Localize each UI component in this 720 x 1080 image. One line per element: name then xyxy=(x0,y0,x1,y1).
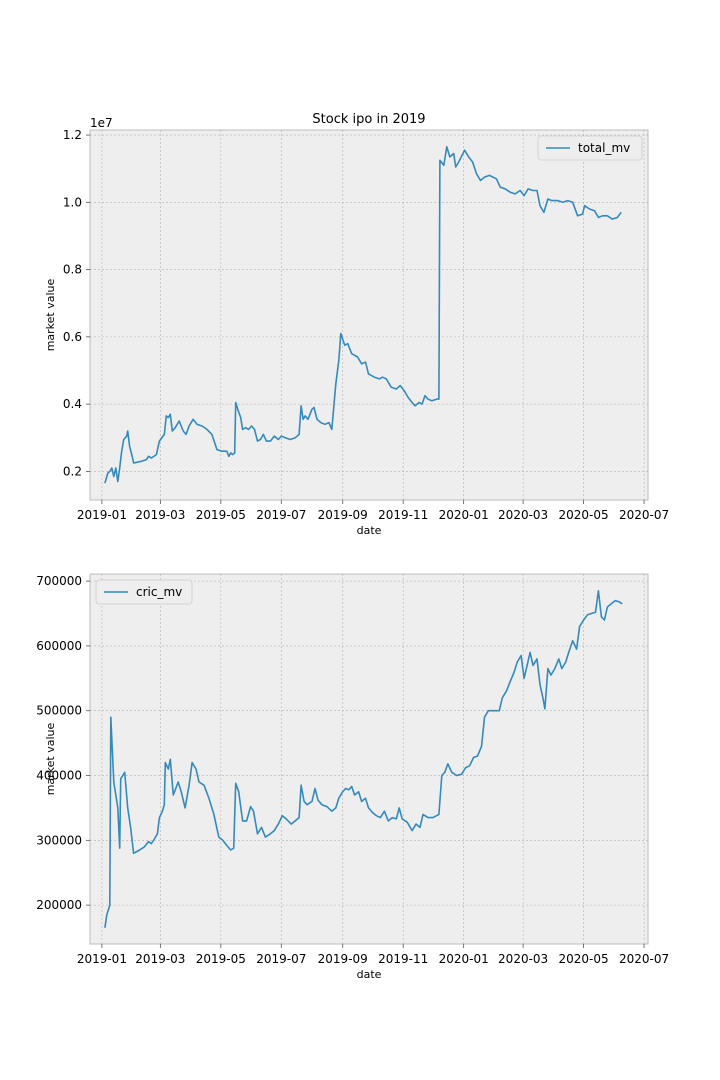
x-axis-label: date xyxy=(357,524,382,537)
x-tick-label: 2020-01 xyxy=(439,508,489,522)
x-tick-label: 2020-03 xyxy=(498,952,548,966)
legend: cric_mv xyxy=(95,579,193,605)
plot-area xyxy=(89,573,649,945)
y-tick-label: 200000 xyxy=(36,898,82,912)
series-line-total_mv xyxy=(104,146,622,484)
chart-title: Stock ipo in 2019 xyxy=(312,112,425,127)
y-tick-label: 1.2 xyxy=(63,128,82,142)
x-tick-label: 2019-01 xyxy=(77,952,127,966)
axis-offset-text: 1e7 xyxy=(90,116,113,130)
y-tick-label: 0.2 xyxy=(63,464,82,478)
y-tick-label: 700000 xyxy=(36,574,82,588)
x-tick-label: 2020-07 xyxy=(619,952,669,966)
chart-total-mv: 2019-01 2019-03 2019-05 2019-07 2019-09 2019-… xyxy=(44,112,669,537)
y-tick-label: 0.6 xyxy=(63,330,82,344)
x-axis-label: date xyxy=(357,968,382,981)
x-tick-label: 2019-03 xyxy=(135,508,185,522)
y-tick-label: 400000 xyxy=(36,769,82,783)
x-tick-label: 2019-01 xyxy=(77,508,127,522)
x-tick-label: 2019-05 xyxy=(196,952,246,966)
y-tick-label: 0.8 xyxy=(63,263,82,277)
x-tick-label: 2019-09 xyxy=(318,952,368,966)
x-tick-label: 2020-05 xyxy=(559,508,609,522)
x-tick-label: 2019-05 xyxy=(196,508,246,522)
legend-box xyxy=(95,579,193,605)
chart-cric-mv: 2019-01 2019-03 2019-05 2019-07 2019-09 2019-… xyxy=(36,573,669,981)
x-tick-label: 2020-03 xyxy=(498,508,548,522)
y-tick-label: 300000 xyxy=(36,833,82,847)
legend-label: total_mv xyxy=(578,141,630,155)
legend-box xyxy=(537,135,643,161)
y-axis-label: market value xyxy=(44,722,57,795)
x-tick-label: 2020-07 xyxy=(619,508,669,522)
series-line-cric_mv xyxy=(104,590,623,928)
x-tick-label: 2019-07 xyxy=(256,952,306,966)
legend-label: cric_mv xyxy=(136,585,182,599)
x-tick-label: 2019-03 xyxy=(135,952,185,966)
x-tick-label: 2019-07 xyxy=(256,508,306,522)
y-tick-label: 600000 xyxy=(36,639,82,653)
x-tick-label: 2019-09 xyxy=(318,508,368,522)
x-tick-label: 2019-11 xyxy=(378,508,428,522)
y-tick-label: 1.0 xyxy=(63,195,82,209)
plot-area xyxy=(89,129,649,501)
x-tick-label: 2020-05 xyxy=(559,952,609,966)
x-tick-label: 2020-01 xyxy=(439,952,489,966)
y-tick-label: 0.4 xyxy=(63,397,82,411)
y-tick-label: 500000 xyxy=(36,704,82,718)
x-tick-label: 2019-11 xyxy=(378,952,428,966)
y-axis-label: market value xyxy=(44,278,57,351)
legend: total_mv xyxy=(537,135,643,161)
